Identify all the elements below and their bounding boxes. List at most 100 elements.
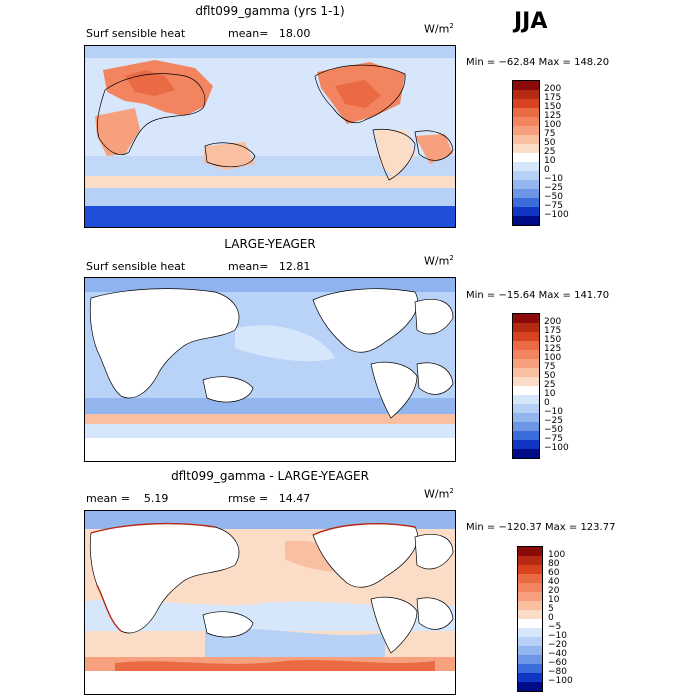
southern-warm-band (85, 414, 455, 424)
panel-1-title: dflt099_gamma (yrs 1-1) (195, 4, 345, 18)
antarctic-cold-band (85, 206, 455, 227)
colorbar-swatch (513, 377, 539, 386)
colorbar-swatch (518, 547, 542, 556)
panel-2-colorbar (512, 313, 540, 459)
colorbar-swatch (513, 135, 539, 144)
antarctica-land (85, 671, 455, 694)
south-america-heating (375, 130, 415, 178)
colorbar-tick-label: 60 (548, 567, 560, 578)
colorbar-swatch (513, 386, 539, 395)
season-label: JJA (514, 9, 548, 34)
colorbar-tick-label: 75 (544, 128, 556, 139)
panel-1-colorbar-labels: 200 175 150 125 100 75 50 25 10 0 −10 −25 −50 −75 −100 (544, 80, 604, 224)
colorbar-tick-label: −100 (544, 209, 569, 220)
panel-3-colorbar-labels: 100 80 60 40 20 10 5 0 −5 −10 −20 −40 −60 −80 −100 (548, 546, 608, 690)
colorbar-swatch (513, 350, 539, 359)
colorbar-swatch (518, 574, 542, 583)
panel-2-map (84, 277, 456, 462)
colorbar-swatch (518, 682, 542, 691)
colorbar-swatch (518, 565, 542, 574)
colorbar-swatch (513, 189, 539, 198)
panel-1-units: W/m2 (424, 22, 454, 36)
continents (89, 288, 454, 419)
southern-cool-band (85, 398, 455, 414)
colorbar-swatch (518, 610, 542, 619)
colorbar-tick-label: −60 (548, 657, 567, 668)
colorbar-swatch (518, 556, 542, 565)
panel-2-colorbar-labels: 200 175 150 125 100 75 50 25 10 0 −10 −25 −50 −75 −100 (544, 313, 604, 457)
panel-1-mean-label: mean= 18.00 (228, 27, 311, 40)
colorbar-tick-label: −50 (544, 191, 563, 202)
colorbar-tick-label: 10 (544, 388, 556, 399)
panel-1-map (84, 45, 456, 228)
colorbar-swatch (518, 673, 542, 682)
colorbar-swatch (513, 198, 539, 207)
colorbar-tick-label: 40 (548, 576, 560, 587)
africa-east-heating (415, 134, 453, 164)
colorbar-tick-label: −75 (544, 433, 563, 444)
colorbar-swatch (513, 413, 539, 422)
southern-pacific-cool (205, 628, 385, 661)
colorbar-swatch (513, 332, 539, 341)
colorbar-swatch (513, 395, 539, 404)
panel-3-rmse-label: rmse = 14.47 (228, 492, 311, 505)
colorbar-swatch (513, 81, 539, 90)
panel-2-units: W/m2 (424, 254, 454, 268)
panel-3-minmax: Min = −120.37 Max = 123.77 (466, 522, 616, 533)
colorbar-swatch (513, 180, 539, 189)
colorbar-tick-label: −40 (548, 648, 567, 659)
colorbar-tick-label: −10 (544, 173, 563, 184)
colorbar-tick-label: −10 (544, 406, 563, 417)
colorbar-swatch (513, 404, 539, 413)
colorbar-tick-label: −75 (544, 200, 563, 211)
colorbar-swatch (513, 108, 539, 117)
colorbar-swatch (513, 216, 539, 225)
pacific-light-patch (235, 325, 335, 362)
panel-1-colorbar (512, 80, 540, 226)
antarctica-land (85, 438, 455, 461)
panel-2-variable-label: Surf sensible heat (86, 260, 186, 273)
colorbar-tick-label: 150 (544, 101, 562, 112)
continents (89, 523, 454, 654)
colorbar-tick-label: −20 (548, 639, 567, 650)
colorbar-tick-label: 100 (548, 549, 566, 560)
panel-1-variable-label: Surf sensible heat (86, 27, 186, 40)
colorbar-swatch (518, 646, 542, 655)
colorbar-tick-label: 175 (544, 92, 562, 103)
colorbar-swatch (518, 628, 542, 637)
panel-1-minmax: Min = −62.84 Max = 148.20 (466, 57, 610, 68)
colorbar-swatch (513, 117, 539, 126)
colorbar-tick-label: −100 (548, 675, 573, 686)
panel-3-mean-label: mean = 5.19 (86, 492, 169, 505)
colorbar-tick-label: 125 (544, 110, 562, 121)
colorbar-swatch (518, 619, 542, 628)
colorbar-tick-label: −100 (544, 442, 569, 453)
panel-3-map-field (85, 511, 455, 694)
colorbar-tick-label: 150 (544, 334, 562, 345)
colorbar-tick-label: 100 (544, 352, 562, 363)
colorbar-swatch (518, 592, 542, 601)
southern-light-band (85, 424, 455, 438)
colorbar-tick-label: 25 (544, 146, 556, 157)
colorbar-swatch (518, 601, 542, 610)
colorbar-tick-label: 75 (544, 361, 556, 372)
colorbar-swatch (513, 162, 539, 171)
colorbar-swatch (518, 583, 542, 592)
colorbar-swatch (513, 171, 539, 180)
colorbar-tick-label: 5 (548, 603, 554, 614)
colorbar-tick-label: 50 (544, 137, 556, 148)
colorbar-tick-label: 200 (544, 83, 562, 94)
arctic-band (85, 46, 455, 58)
africa-heating (95, 108, 140, 156)
colorbar-swatch (513, 153, 539, 162)
colorbar-swatch (513, 449, 539, 458)
colorbar-tick-label: −25 (544, 415, 563, 426)
coastlines (97, 64, 454, 181)
colorbar-swatch (513, 431, 539, 440)
colorbar-tick-label: 0 (544, 397, 550, 408)
colorbar-swatch (513, 368, 539, 377)
panel-3-title: dflt099_gamma - LARGE-YEAGER (171, 469, 369, 483)
colorbar-tick-label: 100 (544, 119, 562, 130)
southern-cool-band (85, 188, 455, 206)
colorbar-tick-label: 0 (544, 164, 550, 175)
